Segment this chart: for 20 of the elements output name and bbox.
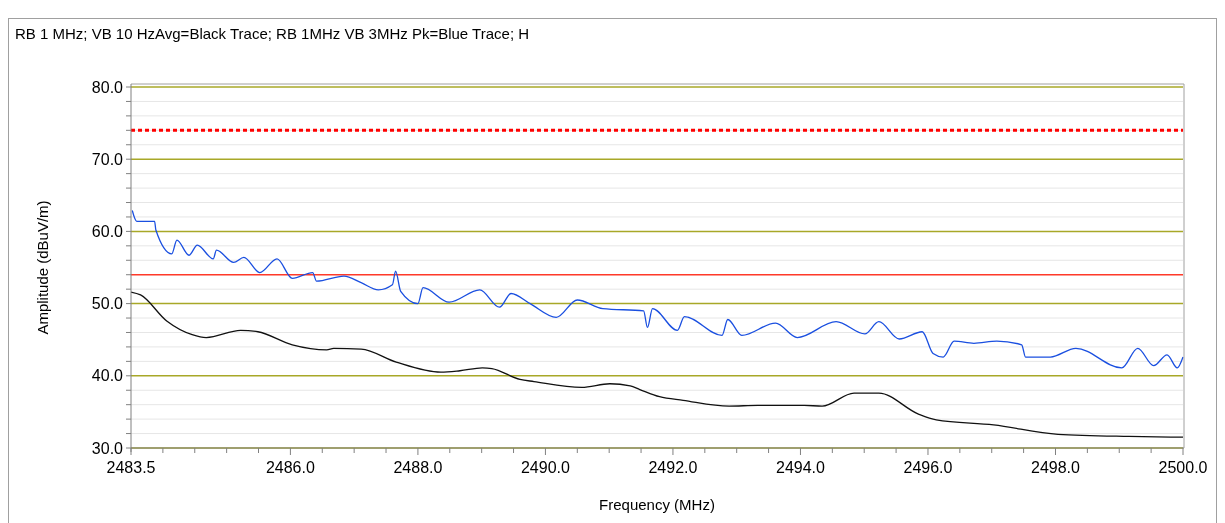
x-tick-label: 2498.0	[1031, 459, 1081, 476]
x-tick-label: 2496.0	[903, 459, 953, 476]
y-tick-label: 60.0	[91, 223, 124, 240]
chart-title: RB 1 MHz; VB 10 HzAvg=Black Trace; RB 1MHz VB 3MHz Pk=Blue Trace; H	[15, 25, 530, 42]
x-tick-label: 2500.0	[1158, 459, 1208, 476]
y-tick-label: 40.0	[91, 367, 124, 385]
y-tick-label: 80.0	[91, 78, 124, 96]
x-tick-label: 2486.0	[265, 459, 315, 476]
y-tick-label: 70.0	[91, 150, 124, 168]
y-tick-label: 50.0	[91, 295, 124, 313]
x-tick-label: 2483.5	[106, 459, 156, 476]
y-axis-title: Amplitude (dBuV/m)	[34, 200, 51, 335]
x-tick-label: 2494.0	[775, 459, 826, 476]
x-tick-label: 2492.0	[648, 459, 698, 476]
x-tick-label: 2490.0	[520, 459, 570, 476]
line-series	[131, 209, 1184, 369]
line-series	[130, 291, 1184, 438]
x-tick-label: 2488.0	[393, 459, 443, 476]
x-axis-title: Frequency (MHz)	[599, 496, 715, 513]
y-tick-label: 30.0	[91, 439, 124, 457]
